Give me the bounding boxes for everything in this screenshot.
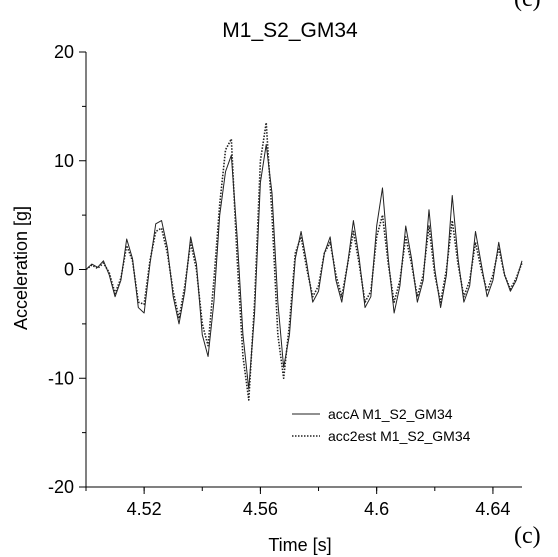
x-tick-label: 4.6 <box>364 499 389 519</box>
axes: -20 -10 0 10 20 4.52 4.56 4.6 4.64 <box>48 42 522 519</box>
legend-label-1: accA M1_S2_GM34 <box>328 406 453 422</box>
legend-label-2: acc2est M1_S2_GM34 <box>328 428 471 444</box>
x-tick-label: 4.64 <box>475 499 510 519</box>
series-layer <box>85 121 523 401</box>
panel-label-top: (c) <box>514 0 541 13</box>
y-tick-label: 20 <box>54 42 74 62</box>
legend: accA M1_S2_GM34 acc2est M1_S2_GM34 <box>292 406 471 444</box>
series-line-2 <box>85 121 523 401</box>
panel-label-bottom: (c) <box>514 523 541 549</box>
chart-title: M1_S2_GM34 <box>222 19 358 42</box>
x-tick-label: 4.52 <box>127 499 162 519</box>
x-tick-label: 4.56 <box>243 499 278 519</box>
y-tick-label: 0 <box>64 260 74 280</box>
x-axis-label: Time [s] <box>268 535 331 555</box>
series-line-1 <box>85 143 523 390</box>
y-axis-label: Acceleration [g] <box>11 206 31 330</box>
y-tick-label: -20 <box>48 477 74 497</box>
y-tick-label: 10 <box>54 151 74 171</box>
y-tick-label: -10 <box>48 368 74 388</box>
